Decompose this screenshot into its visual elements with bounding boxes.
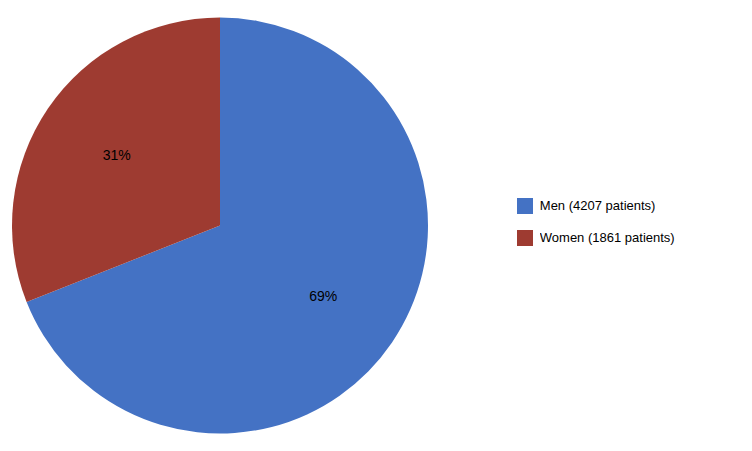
svg-text:31%: 31%: [103, 147, 131, 163]
html-text:Women (1861 patients): Women (1861 patients): [539, 230, 675, 246]
svg-text:69%: 69%: [309, 288, 337, 304]
html-text:Men (4207 patients): Men (4207 patients): [539, 198, 656, 213]
